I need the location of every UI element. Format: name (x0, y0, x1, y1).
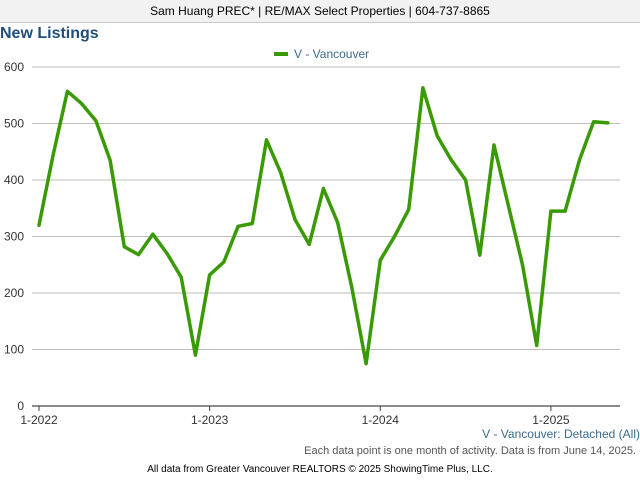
footer-credit: All data from Greater Vancouver REALTORS… (147, 464, 493, 475)
data-point (165, 251, 169, 256)
data-point (492, 143, 496, 147)
data-point (449, 158, 453, 162)
data-point (293, 217, 297, 222)
data-point (435, 134, 439, 138)
data-point (321, 186, 325, 191)
data-point (378, 258, 382, 262)
data-note: Each data point is one month of activity… (304, 445, 636, 457)
y-tick-label: 600 (4, 60, 24, 74)
data-point (307, 242, 311, 247)
data-point (506, 203, 510, 208)
data-point (179, 275, 183, 279)
agent-line: Sam Huang PREC* | RE/MAX Select Properti… (150, 4, 490, 18)
data-point (94, 119, 98, 123)
data-point (151, 232, 155, 236)
legend-label: V - Vancouver (294, 47, 369, 61)
data-point (193, 353, 198, 357)
series-line (37, 86, 610, 366)
data-point (392, 234, 397, 239)
data-point (80, 102, 84, 106)
data-point (606, 121, 610, 125)
data-point (108, 158, 112, 162)
data-point (421, 86, 425, 90)
data-point (136, 252, 141, 257)
data-point (364, 362, 368, 366)
x-tick-label: 1-2025 (532, 413, 570, 427)
data-point (122, 245, 126, 249)
data-point (37, 223, 41, 227)
data-point (520, 263, 525, 267)
data-point (264, 138, 269, 142)
data-point (65, 89, 70, 93)
data-point (535, 343, 539, 348)
data-point (350, 285, 354, 289)
data-point (279, 171, 283, 175)
data-point (51, 152, 55, 157)
data-point (563, 209, 567, 213)
y-tick-label: 100 (4, 343, 24, 357)
data-point (222, 260, 226, 264)
data-point (464, 178, 468, 182)
x-tick-label: 1-2024 (362, 413, 400, 427)
y-tick-label: 400 (4, 173, 24, 187)
chart-title: New Listings (0, 25, 99, 42)
data-point (336, 220, 340, 224)
data-point (208, 273, 212, 277)
data-point (577, 158, 581, 162)
y-tick-label: 200 (4, 286, 24, 300)
line-chart: 0 100 200 300 400 500 600 1-2022 1-2023 1-2024 1-2… (4, 47, 620, 427)
y-tick-label: 500 (4, 117, 24, 131)
x-tick-label: 1-2022 (20, 413, 58, 427)
data-point (549, 209, 553, 213)
y-tick-label: 300 (4, 230, 24, 244)
data-point (250, 221, 254, 226)
data-point (236, 224, 240, 228)
y-tick-label: 0 (17, 399, 24, 413)
agent-header-bar: Sam Huang PREC* | RE/MAX Select Properti… (0, 0, 640, 23)
data-point (407, 207, 411, 211)
x-tick-label: 1-2023 (191, 413, 229, 427)
data-point (591, 120, 596, 124)
data-point (478, 253, 482, 257)
series-caption: V - Vancouver: Detached (All) (482, 427, 640, 441)
